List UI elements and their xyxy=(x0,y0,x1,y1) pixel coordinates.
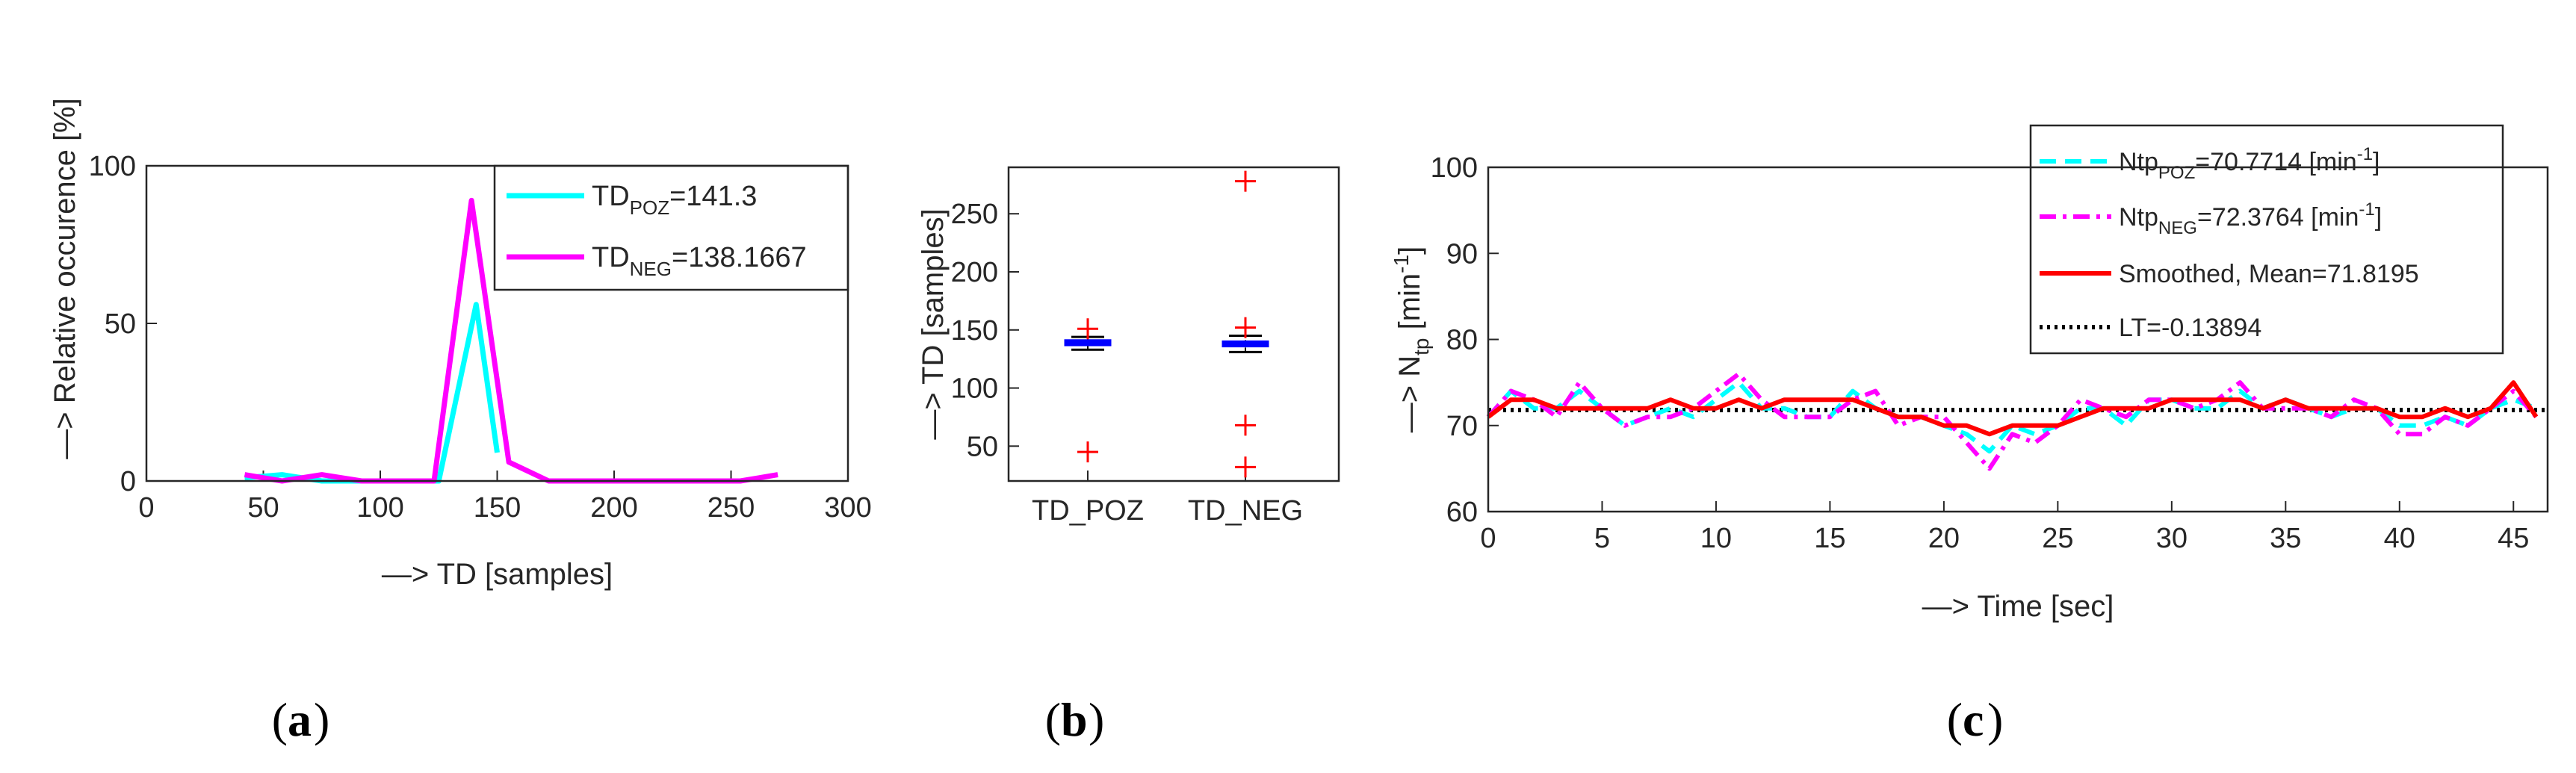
outlier-marker xyxy=(1235,317,1256,338)
y-tick-label: 60 xyxy=(1446,497,1478,528)
y-tick-label: 0 xyxy=(120,466,136,497)
caption-letter: c xyxy=(1963,693,1984,746)
caption-paren-close: ) xyxy=(1089,693,1104,746)
caption-paren-close: ) xyxy=(314,693,329,746)
x-tick-label: 25 xyxy=(2042,523,2073,554)
caption-paren-close: ) xyxy=(1987,693,2003,746)
x-tick-label: 30 xyxy=(2156,523,2188,554)
legend-entry-sup: -1 xyxy=(2359,199,2374,220)
x-tick-label: 20 xyxy=(1928,523,1960,554)
legend-entry-base: Ntp xyxy=(2119,148,2158,176)
legend-entry-rest: =72.3764 [min xyxy=(2197,203,2359,232)
y-axis-label-base: —> N xyxy=(1393,356,1426,432)
legend-entry-end: ] xyxy=(2373,148,2380,176)
outlier-marker xyxy=(1235,170,1256,192)
caption-letter: a xyxy=(288,693,312,746)
series-line-1 xyxy=(1486,371,2539,471)
x-axis-label: —> Time [sec] xyxy=(1922,590,2114,623)
legend-entry-end: ] xyxy=(2375,203,2382,232)
x-axis-label: —> TD [samples] xyxy=(382,558,613,591)
x-tick-label: 5 xyxy=(1594,523,1610,554)
y-axis-label-rest: [min xyxy=(1393,273,1426,338)
legend-entry-base: TD xyxy=(592,242,630,273)
caption-paren-open: ( xyxy=(272,693,288,746)
legend-entry-sup: -1 xyxy=(2357,144,2373,164)
legend-entry: LT=-0.13894 xyxy=(2119,314,2261,342)
x-tick-label: 150 xyxy=(474,492,521,524)
outlier-marker xyxy=(1077,441,1098,463)
legend-entry-name: Smoothed, Mean=71.8195 xyxy=(2119,260,2419,288)
axes-frame-a xyxy=(145,164,849,482)
legend-entry: NtpPOZ=70.7714 [min-1] xyxy=(2119,144,2380,183)
x-tick-label: TD_POZ xyxy=(1032,495,1144,527)
caption-letter: b xyxy=(1061,693,1088,746)
y-axis-label: —> Relative occurence [%] xyxy=(49,98,81,459)
legend-entry-sub: POZ xyxy=(630,196,670,219)
series-line-poz xyxy=(244,302,500,484)
x-tick-label: 100 xyxy=(356,492,403,524)
legend-entry-rest: =141.3 xyxy=(669,181,757,212)
y-tick-label: 90 xyxy=(1446,238,1478,270)
outlier-marker xyxy=(1077,318,1098,340)
legend-entry-rest: =70.7714 [min xyxy=(2195,148,2356,176)
y-tick-label: 100 xyxy=(89,151,136,182)
y-tick-label: 80 xyxy=(1446,325,1478,356)
x-tick-label: 200 xyxy=(590,492,637,524)
x-tick-label: 10 xyxy=(1700,523,1732,554)
y-tick-label: 200 xyxy=(951,257,998,288)
x-tick-label: 40 xyxy=(2384,523,2415,554)
legend-entry: TDPOZ=141.3 xyxy=(592,181,757,219)
x-tick-label: 0 xyxy=(138,492,154,524)
y-axis-label-sub: tp xyxy=(1410,338,1433,356)
x-tick-label: 50 xyxy=(247,492,279,524)
x-tick-label: 45 xyxy=(2498,523,2529,554)
legend-entry-base: Ntp xyxy=(2119,203,2158,232)
legend-entry-sub: NEG xyxy=(630,258,672,280)
y-tick-label: 50 xyxy=(967,431,998,462)
axes-frame-b xyxy=(1007,166,1340,482)
y-tick-label: 100 xyxy=(951,373,998,405)
x-tick-label: 15 xyxy=(1814,523,1845,554)
x-tick-label: 250 xyxy=(708,492,755,524)
legend-entry-rest: =138.1667 xyxy=(672,242,807,273)
legend-box xyxy=(2029,124,2504,355)
x-tick-label: 300 xyxy=(824,492,871,524)
outlier-marker xyxy=(1235,415,1256,436)
legend-entry: NtpNEG=72.3764 [min-1] xyxy=(2119,199,2382,238)
axes-frame-c xyxy=(1487,166,2549,513)
legend-entry-name: LT=-0.13894 xyxy=(2119,314,2261,342)
caption-paren-open: ( xyxy=(1045,693,1061,746)
caption-paren-open: ( xyxy=(1947,693,1963,746)
legend-entry: TDNEG=138.1667 xyxy=(592,242,807,280)
x-tick-label: TD_NEG xyxy=(1188,495,1303,527)
series-line-2 xyxy=(1487,380,2539,437)
y-tick-label: 150 xyxy=(951,315,998,347)
legend-entry-base: TD xyxy=(592,181,630,212)
outlier-marker xyxy=(1235,456,1256,478)
panel-a: 0 50 100 150 200 250 300050100TDPOZ=141.3TDNEG… xyxy=(49,98,872,746)
y-axis-label: —> Ntp [min-1] xyxy=(1390,246,1433,432)
y-axis-label-sup: -1 xyxy=(1390,255,1413,273)
y-tick-label: 70 xyxy=(1446,411,1478,442)
legend-entry-sub: NEG xyxy=(2158,218,2197,238)
legend-entry-sub: POZ xyxy=(2158,163,2195,183)
y-axis-label: —> TD [samples] xyxy=(917,208,950,439)
legend-entry: Smoothed, Mean=71.8195 xyxy=(2119,260,2419,288)
y-tick-label: 250 xyxy=(951,199,998,230)
panel-b: 50 100 150 200 250 TD_POZ TD_NEG —> TD [samples… xyxy=(917,170,1303,746)
x-tick-label: 35 xyxy=(2270,523,2301,554)
y-axis-label-end: ] xyxy=(1393,246,1426,255)
x-tick-label: 0 xyxy=(1480,523,1496,554)
y-tick-label: 50 xyxy=(105,308,136,340)
y-tick-label: 100 xyxy=(1431,152,1478,184)
